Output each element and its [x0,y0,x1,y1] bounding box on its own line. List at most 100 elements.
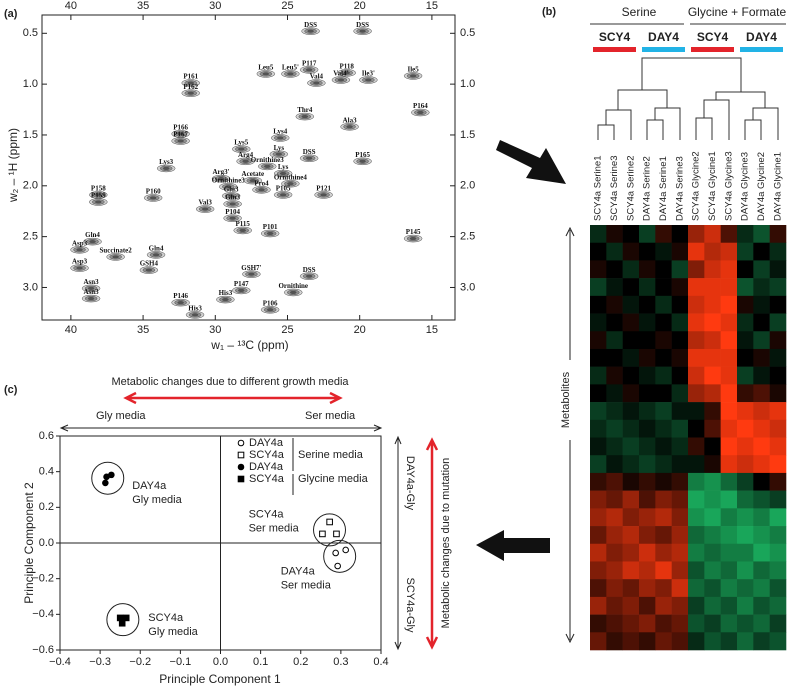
heat-cell [704,490,721,509]
peak-contour [262,72,270,76]
x-tick-label: 15 [426,0,438,12]
peak-label: Gln3 [225,194,240,202]
legend-label: DAY4a [249,437,284,449]
right-title: Metabolic changes due to mutation [440,458,452,629]
heat-cell [753,331,770,350]
heat-cell [688,455,705,474]
heat-cell [655,242,672,261]
heat-cell [753,490,770,509]
heat-cell [688,437,705,456]
y-tick-label: 1.5 [23,129,38,141]
heat-cell [769,278,787,297]
heat-cell [704,632,721,651]
heat-cell [737,366,754,385]
heat-cell [606,260,623,279]
heat-cell [655,543,672,562]
x-axis-title: w₁ – ¹³C (ppm) [210,338,288,352]
heat-cell [671,242,689,261]
peak-contour [225,185,232,189]
heat-cell [671,419,689,438]
heat-cell [639,225,656,244]
heat-cell [769,419,787,438]
peak-label: Glu3 [224,185,239,193]
y-axis-title: Metabolites [560,371,572,428]
cluster-ring [91,461,125,495]
right-upper: DAY4a-Gly [404,456,416,511]
peak-contour [239,228,246,232]
heat-cell [590,579,607,598]
subgroup-bar [642,47,685,52]
peak-label: Ornithine3 [212,176,246,184]
heat-cell [720,366,738,385]
heat-cell [753,543,770,562]
y-tick-label: 3.0 [23,281,38,293]
heat-cell [606,526,623,545]
heat-cell [769,526,787,545]
heat-cell [753,596,770,615]
heat-cell [606,437,623,456]
heat-cell [671,366,689,385]
heat-cell [622,561,640,580]
heat-cell [622,278,640,297]
heat-cell [590,543,607,562]
peak-contour [152,253,160,257]
peak-contour [248,272,255,276]
red-arrow [123,391,439,650]
peak-contour [89,240,96,244]
heat-cell [622,225,640,244]
peak-contour [258,188,265,192]
peak-contour [162,166,170,170]
heat-cell [590,242,607,261]
column-label: DAY4a Serine2 [642,156,653,221]
peak-contour [307,29,314,33]
peak-label: Val4' [333,70,348,78]
heat-cell [737,508,754,527]
peak-contour [301,115,309,119]
heat-cell [737,225,754,244]
heat-cell [769,295,787,314]
heat-cell [769,596,787,615]
heat-cell [688,366,705,385]
peak-contour [222,298,229,302]
peak-label: Thr4 [297,106,313,114]
heat-cell [688,596,705,615]
heat-cell [737,313,754,332]
subgroup-label: DAY4 [648,30,679,44]
heat-cell [606,543,623,562]
heat-cell [688,295,705,314]
point [118,619,126,627]
heat-cell [737,242,754,261]
heat-cell [622,331,640,350]
heat-cell [622,384,640,403]
heat-cell [639,295,656,314]
top-right: Ser media [305,410,356,422]
x-tick-label: 0.4 [373,656,388,668]
heat-cell [753,242,770,261]
point [237,475,245,483]
annotation: DAY4a [132,480,167,492]
column-label: SCY4a Glycine2 [691,151,702,221]
heat-cell [720,402,738,421]
heat-cell [720,260,738,279]
heat-cell [590,437,607,456]
y-tick-label: 3.0 [460,281,475,293]
peak-contour [76,248,83,252]
peak-label: P121 [316,184,331,192]
peak-label: P147 [234,280,249,288]
heat-cell [688,632,705,651]
heat-cell [590,366,607,385]
peak-contour [177,139,184,143]
subgroup-label: DAY4 [746,30,777,44]
heat-cell [704,260,721,279]
heat-cell [671,295,689,314]
heat-cell [704,579,721,598]
heat-cell [590,313,607,332]
annotation: Gly media [132,494,182,506]
heat-cell [671,526,689,545]
subgroup-bar [691,47,734,52]
heat-cell [622,455,640,474]
x-tick-label: 25 [281,0,293,12]
heat-cell [688,348,705,367]
heat-cell [720,508,738,527]
